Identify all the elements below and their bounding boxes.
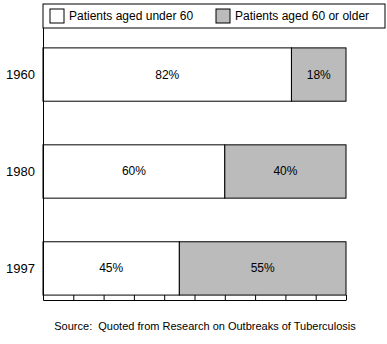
x-tick-mark	[225, 295, 226, 300]
x-tick	[346, 295, 347, 300]
data-label: 18%	[307, 68, 331, 82]
bar	[43, 242, 179, 295]
y-tick-label: 1997	[6, 261, 35, 276]
bar	[43, 145, 225, 198]
legend-label: Patients aged 60 or older	[235, 9, 369, 23]
x-tick	[316, 295, 317, 300]
chart: 82% 60% 45% 18% 40% 55% 1960 1980 1997 Patients a…	[0, 0, 387, 344]
x-tick-mark	[316, 295, 317, 300]
legend: Patients aged under 60 Patients aged 60 o…	[43, 4, 385, 28]
legend-box	[43, 4, 385, 28]
annotation: Source: Quoted from Research on Outbreak…	[54, 320, 356, 332]
data-label: 40%	[273, 164, 297, 178]
y-tick-label: 1980	[6, 164, 35, 179]
bars	[43, 48, 346, 295]
data-label: 45%	[99, 261, 123, 275]
x-tick-mark	[164, 295, 165, 300]
x-tick-mark	[195, 295, 196, 300]
x-axis	[44, 295, 347, 301]
x-tick	[225, 295, 226, 300]
x-tick	[134, 295, 135, 300]
legend-swatch	[216, 9, 230, 23]
legend-label: Patients aged under 60	[69, 9, 193, 23]
y-tick: 1980	[6, 164, 43, 179]
legend-swatch	[50, 9, 64, 23]
x-tick	[255, 295, 256, 300]
x-tick-mark	[134, 295, 135, 300]
data-label: 82%	[155, 68, 179, 82]
x-tick-mark	[73, 295, 74, 300]
bar	[43, 48, 291, 101]
data-label: 60%	[122, 164, 146, 178]
y-axis: 1960 1980 1997	[6, 16, 43, 301]
x-tick	[164, 295, 165, 300]
x-tick-mark	[255, 295, 256, 300]
x-tick-mark	[346, 295, 347, 300]
x-tick-mark	[285, 295, 286, 300]
bar	[291, 48, 346, 101]
x-tick	[104, 295, 105, 300]
x-tick-mark	[104, 295, 105, 300]
y-tick: 1997	[6, 261, 43, 276]
x-axis-line	[44, 300, 347, 301]
data-labels: 82% 60% 45% 18% 40% 55%	[99, 68, 331, 276]
x-tick	[73, 295, 74, 300]
y-tick-label: 1960	[6, 67, 35, 82]
bar	[225, 145, 346, 198]
data-label: 55%	[251, 261, 275, 275]
x-tick	[195, 295, 196, 300]
y-tick: 1960	[6, 67, 43, 82]
x-tick	[285, 295, 286, 300]
bar	[179, 242, 346, 295]
y-axis-line	[43, 16, 44, 301]
